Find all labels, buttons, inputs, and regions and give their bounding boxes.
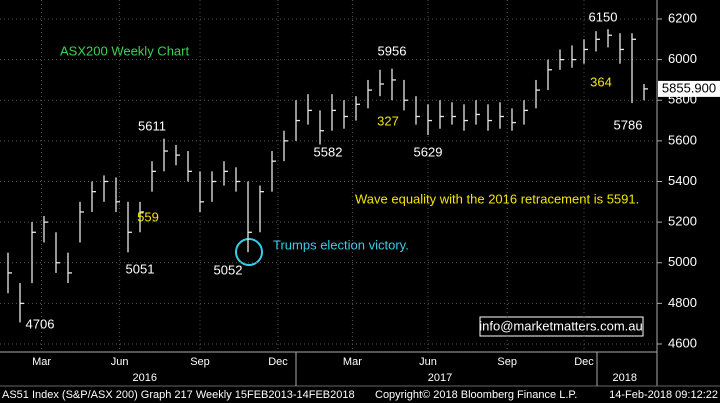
- x-tick-label: Jun: [111, 356, 129, 368]
- y-tick-label: 5200: [668, 214, 697, 229]
- annotation: 5582: [314, 144, 343, 159]
- annotation: 327: [377, 113, 399, 128]
- annotation: 5956: [378, 43, 407, 58]
- x-tick-label: Jun: [419, 356, 437, 368]
- footer-left: AS51 Index (S&P/ASX 200) Graph 217 Weekl…: [2, 389, 355, 401]
- annotation: 5052: [214, 262, 243, 277]
- x-tick-label: Sep: [497, 356, 517, 368]
- y-tick-label: 4800: [668, 295, 697, 310]
- annotation: Wave equality with the 2016 retracement …: [355, 191, 639, 206]
- footer-mid: Copyright© 2018 Bloomberg Finance L.P.: [375, 389, 577, 401]
- y-tick-label: 5400: [668, 173, 697, 188]
- y-tick-label: 5000: [668, 254, 697, 269]
- annotation: 5786: [614, 117, 643, 132]
- y-tick-label: 5600: [668, 132, 697, 147]
- annotation: 5051: [126, 261, 155, 276]
- annotation: 364: [590, 74, 612, 89]
- y-tick-label: 4600: [668, 335, 697, 350]
- chart-title: ASX200 Weekly Chart: [60, 43, 189, 58]
- watermark: info@marketmatters.com.au: [479, 318, 642, 333]
- x-tick-label: Dec: [268, 356, 288, 368]
- x-tick-label: Mar: [32, 356, 51, 368]
- annotation: 559: [137, 209, 159, 224]
- event-circle: [235, 238, 263, 266]
- annotation: 5611: [138, 118, 166, 133]
- x-tick-label: Mar: [343, 356, 362, 368]
- y-tick-label: 6000: [668, 51, 697, 66]
- annotation: Trumps election victory.: [273, 237, 409, 252]
- annotation: 5629: [414, 144, 443, 159]
- footer-right: 14-Feb-2018 09:12:22: [609, 389, 718, 401]
- year-label: 2018: [613, 372, 637, 384]
- annotation: 6150: [589, 9, 618, 24]
- annotation: 4706: [26, 316, 55, 331]
- year-label: 2017: [428, 372, 452, 384]
- x-tick-label: Dec: [574, 356, 594, 368]
- y-tick-label: 6200: [668, 10, 697, 25]
- year-label: 2016: [133, 372, 157, 384]
- last-price-box: [658, 80, 720, 97]
- x-tick-label: Sep: [190, 356, 210, 368]
- watermark-box: [479, 316, 644, 337]
- last-price-label: 5855.900: [662, 80, 716, 95]
